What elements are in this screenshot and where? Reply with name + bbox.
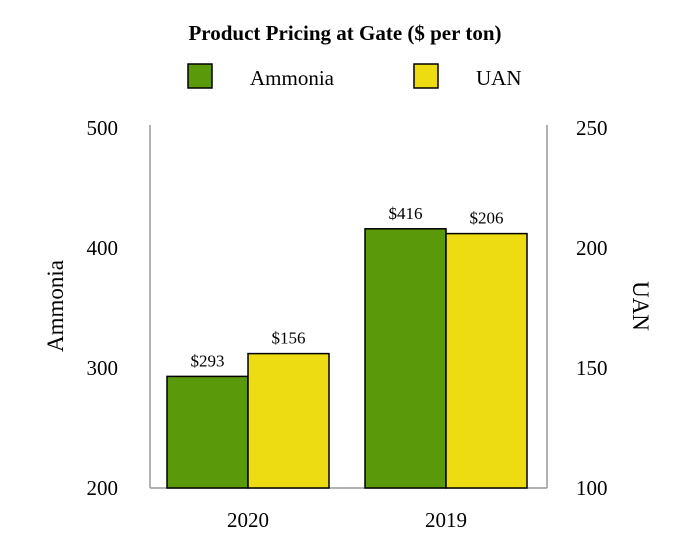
right-tick-label: 150 bbox=[576, 356, 608, 380]
bar-ammonia-2019 bbox=[364, 228, 447, 489]
chart-title: Product Pricing at Gate ($ per ton) bbox=[188, 21, 501, 45]
legend-label-ammonia: Ammonia bbox=[250, 66, 335, 90]
left-y-ticks: 500 400 300 200 bbox=[87, 116, 119, 500]
data-label-ammonia-2020: $293 bbox=[191, 351, 225, 370]
data-label-ammonia-2019: $416 bbox=[389, 204, 423, 223]
bar-ammonia-2020 bbox=[166, 375, 249, 489]
bar-labels: $293 $156 $416 $206 bbox=[191, 204, 504, 371]
bars bbox=[166, 228, 528, 489]
left-tick-label: 300 bbox=[87, 356, 119, 380]
left-tick-label: 500 bbox=[87, 116, 119, 140]
legend-swatch-ammonia bbox=[187, 63, 213, 89]
x-ticks: 2020 2019 bbox=[227, 508, 467, 532]
legend: Ammonia UAN bbox=[187, 63, 522, 90]
data-label-uan-2019: $206 bbox=[470, 209, 504, 228]
left-axis-title: Ammonia bbox=[43, 260, 68, 352]
legend-label-uan: UAN bbox=[476, 66, 522, 90]
right-tick-label: 100 bbox=[576, 476, 608, 500]
data-label-uan-2020: $156 bbox=[272, 329, 306, 348]
legend-swatch-uan bbox=[413, 63, 439, 89]
left-tick-label: 200 bbox=[87, 476, 119, 500]
right-axis-title: UAN bbox=[628, 281, 653, 331]
bar-uan-2020 bbox=[247, 352, 330, 489]
right-tick-label: 250 bbox=[576, 116, 608, 140]
right-tick-label: 200 bbox=[576, 236, 608, 260]
right-y-ticks: 250 200 150 100 bbox=[576, 116, 608, 500]
x-tick-label: 2019 bbox=[425, 508, 467, 532]
left-tick-label: 400 bbox=[87, 236, 119, 260]
bar-uan-2019 bbox=[445, 232, 528, 489]
x-tick-label: 2020 bbox=[227, 508, 269, 532]
